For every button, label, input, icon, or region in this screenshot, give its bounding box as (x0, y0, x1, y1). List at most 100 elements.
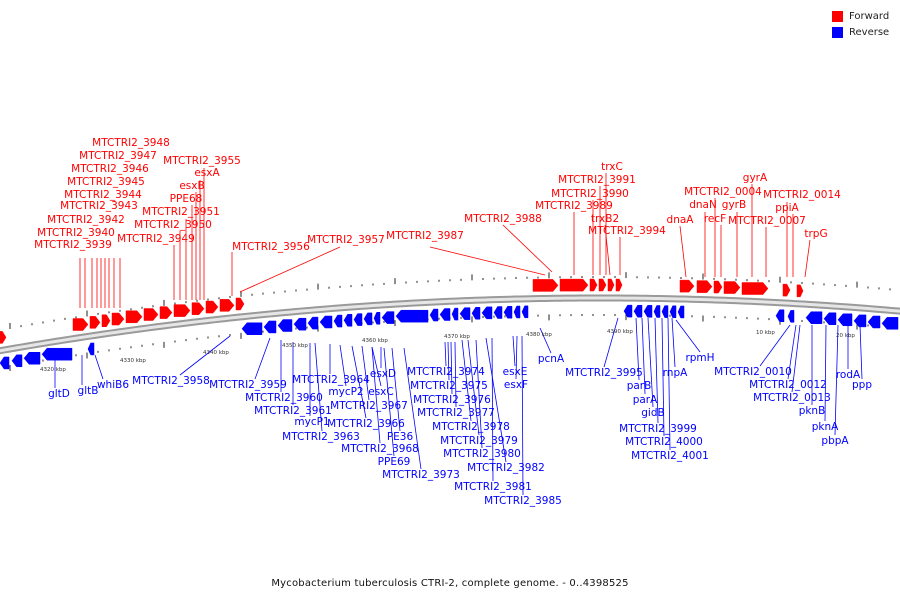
gene-label: MTCTRI2_3949 (117, 233, 195, 245)
leader-line (450, 341, 453, 395)
leader-line (654, 317, 659, 424)
leader-line (539, 327, 552, 354)
leader-line (671, 317, 676, 368)
gene-label: MTCTRI2_3948 (92, 137, 170, 149)
gene-label: MTCTRI2_0004 (684, 186, 762, 198)
gene-label: rodA (836, 369, 861, 381)
reverse-gene-arrow (493, 306, 503, 319)
reverse-gene-arrow (373, 312, 381, 325)
reverse-gene-arrow (429, 308, 439, 322)
forward-gene-arrow (0, 331, 7, 344)
gene-label: MTCTRI2_3977 (417, 407, 495, 419)
gene-label: MTCTRI2_3976 (413, 394, 491, 406)
gene-label: MTCTRI2_3959 (209, 379, 287, 391)
reverse-gene-arrow (881, 317, 899, 330)
gene-label: pcnA (538, 353, 565, 365)
gene-label: dnaN (689, 199, 717, 211)
forward-gene-arrow (72, 318, 89, 331)
leader-line (804, 239, 811, 278)
gene-label: MTCTRI2_3950 (134, 219, 212, 231)
scale-label: 4370 kbp (444, 334, 470, 340)
reverse-gene-arrow (381, 311, 395, 324)
leader-line (485, 337, 507, 463)
leader-line (444, 341, 447, 367)
gene-label: recF (704, 213, 726, 225)
gene-label: MTCTRI2_3958 (132, 375, 210, 387)
forward-gene-arrow (589, 278, 598, 292)
gene-label: pknB (799, 405, 826, 417)
leader-line (429, 246, 546, 276)
reverse-gene-arrow (439, 308, 451, 321)
gene-label: MTCTRI2_3956 (232, 241, 310, 253)
scale-label: 4340 kbp (203, 350, 229, 356)
gene-label: esxB (179, 180, 204, 192)
reverse-gene-arrow (623, 304, 633, 318)
gene-label: MTCTRI2_0010 (714, 366, 792, 378)
gene-label: esxC (368, 386, 393, 398)
reverse-gene-arrow (775, 309, 785, 322)
forward-gene-arrow (679, 279, 695, 293)
scale-label: 4390 kbp (607, 329, 633, 335)
reverse-gene-arrow (343, 314, 353, 327)
gene-label: trpG (804, 228, 827, 240)
leader-line (859, 324, 863, 380)
forward-gene-arrow (713, 280, 723, 294)
gene-label: MTCTRI2_3964 (292, 374, 370, 386)
gene-label: MTCTRI2_3946 (71, 163, 149, 175)
gene-label: MTCTRI2_3966 (327, 418, 405, 430)
legend-forward-label: Forward (849, 10, 890, 22)
leader-line (787, 324, 797, 380)
gene-label: MTCTRI2_3985 (484, 495, 562, 507)
backbone-highlight (0, 296, 900, 353)
leader-line (447, 341, 450, 381)
gene-label: ppiA (775, 202, 799, 214)
leader-line (604, 224, 611, 276)
gene-label: MTCTRI2_0014 (763, 189, 841, 201)
gene-label: MTCTRI2_0013 (753, 392, 831, 404)
leader-line (361, 345, 370, 401)
reverse-gene-arrow (333, 314, 343, 328)
gene-label: MTCTRI2_3973 (382, 469, 460, 481)
leader-line (239, 246, 341, 293)
gene-label: MTCTRI2_0012 (749, 379, 827, 391)
gene-label: MTCTRI2_3978 (432, 421, 510, 433)
reverse-gene-arrow (87, 342, 95, 356)
gene-label: gyrA (743, 172, 768, 184)
reverse-gene-arrow (867, 315, 881, 329)
leader-line (467, 339, 480, 436)
gene-labels: MTCTRI2_3948MTCTRI2_3947MTCTRI2_3946MTCT… (34, 137, 872, 507)
reverse-gene-arrow (41, 347, 73, 361)
scale-label: 4380 kbp (526, 332, 552, 338)
gene-label: trxB2 (591, 213, 619, 225)
reverse-gene-arrow (451, 307, 459, 321)
gene-label: MTCTRI2_3974 (407, 366, 485, 378)
gene-label: MTCTRI2_4001 (631, 450, 709, 462)
leader-line (403, 347, 422, 470)
leader-line (179, 335, 231, 376)
gene-label: MTCTRI2_3939 (34, 239, 112, 251)
gene-label: gltD (48, 388, 70, 400)
gene-label: MTCTRI2_3988 (464, 213, 542, 225)
forward-gene-arrow (111, 312, 125, 326)
reverse-gene-arrow (643, 305, 653, 318)
leader-line (351, 345, 367, 419)
gene-label: trxC (601, 161, 623, 173)
leader-line (661, 317, 665, 437)
leader-line (314, 342, 323, 432)
forward-gene-arrow (219, 299, 235, 312)
reverse-gene-arrow (823, 312, 837, 325)
reverse-gene-arrow (669, 305, 677, 319)
forward-gene-arrow (796, 284, 804, 298)
gene-label: MTCTRI2_3991 (558, 174, 636, 186)
gene-label: pbpA (821, 435, 849, 447)
reverse-gene-arrow (805, 311, 823, 324)
forward-gene-arrow (598, 278, 607, 292)
gene-label: whiB6 (97, 379, 129, 391)
reverse-gene-arrow (0, 356, 10, 370)
gene-label: PE36 (387, 431, 414, 443)
reverse-gene-arrow (263, 320, 277, 334)
forward-gene-arrow (615, 278, 623, 292)
backbone-shadow (0, 294, 900, 355)
leader-line (647, 317, 654, 408)
leader-line (679, 225, 687, 278)
